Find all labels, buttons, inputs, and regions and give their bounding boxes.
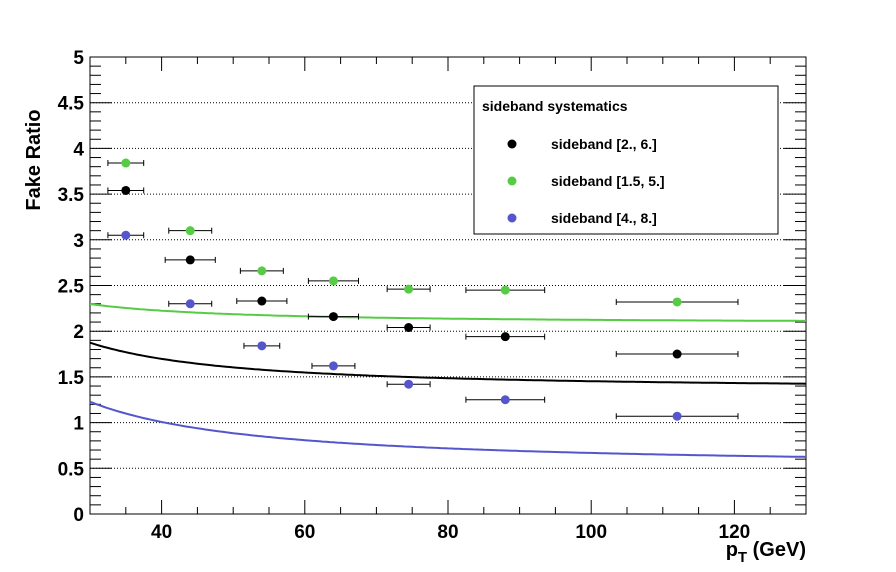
data-point <box>328 361 338 371</box>
data-point <box>500 285 510 295</box>
legend-marker <box>507 139 517 149</box>
data-points <box>107 158 739 421</box>
x-axis-title-sub: T <box>738 549 747 566</box>
x-tick-label: 80 <box>437 522 458 543</box>
y-tick-label: 2.5 <box>58 277 85 298</box>
legend: sideband systematics sideband [2., 6.]si… <box>473 85 779 235</box>
y-tick-label: 0.5 <box>58 459 85 480</box>
y-tick-label: 5 <box>73 48 84 69</box>
data-point <box>121 185 131 195</box>
grid-lines <box>90 102 806 469</box>
legend-entries: sideband [2., 6.] sideband [1.5, 5.] sideb… <box>507 136 665 226</box>
x-tick-label: 100 <box>575 522 607 543</box>
legend-label: sideband [2., 6.] <box>551 136 657 152</box>
fit-curve <box>89 400 807 458</box>
data-point <box>672 349 682 359</box>
x-axis-title-unit: (GeV) <box>747 539 806 561</box>
fit-curve <box>89 303 806 322</box>
axis-ticks <box>89 56 807 515</box>
y-tick-labels: 0 0.5 1 1.5 2 2.5 3 3.5 4 4.5 5 <box>58 48 85 526</box>
data-point <box>672 297 682 307</box>
data-point <box>500 332 510 342</box>
y-tick-label: 0 <box>73 505 84 526</box>
data-point <box>328 276 338 286</box>
data-point <box>404 323 414 333</box>
data-point <box>404 284 414 294</box>
data-point <box>257 296 267 306</box>
data-point <box>121 230 131 240</box>
x-tick-labels: 40 60 80 100 120 <box>151 522 750 543</box>
data-point <box>404 379 414 389</box>
legend-box <box>473 85 779 235</box>
y-tick-label: 3.5 <box>58 185 85 206</box>
x-tick-label: 40 <box>151 522 172 543</box>
data-point <box>185 299 195 309</box>
data-point <box>185 226 195 236</box>
fit-curve <box>89 341 807 385</box>
y-tick-label: 1 <box>73 414 84 435</box>
fit-curves <box>89 303 807 458</box>
data-point <box>257 341 267 351</box>
y-tick-label: 3 <box>73 231 84 252</box>
data-point <box>257 266 267 276</box>
y-tick-label: 2 <box>73 322 84 343</box>
data-point <box>500 395 510 405</box>
x-tick-label: 120 <box>719 522 751 543</box>
y-tick-label: 4 <box>73 139 84 160</box>
legend-title: sideband systematics <box>482 98 628 114</box>
x-axis-title: pT (GeV) <box>726 539 806 566</box>
legend-label: sideband [4., 8.] <box>551 210 657 226</box>
data-point <box>185 255 195 265</box>
legend-marker <box>507 213 517 223</box>
legend-label: sideband [1.5, 5.] <box>551 173 665 189</box>
data-point <box>328 312 338 322</box>
legend-marker <box>507 176 517 186</box>
y-axis-title: Fake Ratio <box>23 109 45 210</box>
y-tick-label: 1.5 <box>58 368 85 389</box>
x-axis-title-main: p <box>726 539 738 561</box>
x-tick-label: 60 <box>294 522 315 543</box>
data-point <box>672 411 682 421</box>
y-tick-label: 4.5 <box>58 94 85 115</box>
data-point <box>121 158 131 168</box>
